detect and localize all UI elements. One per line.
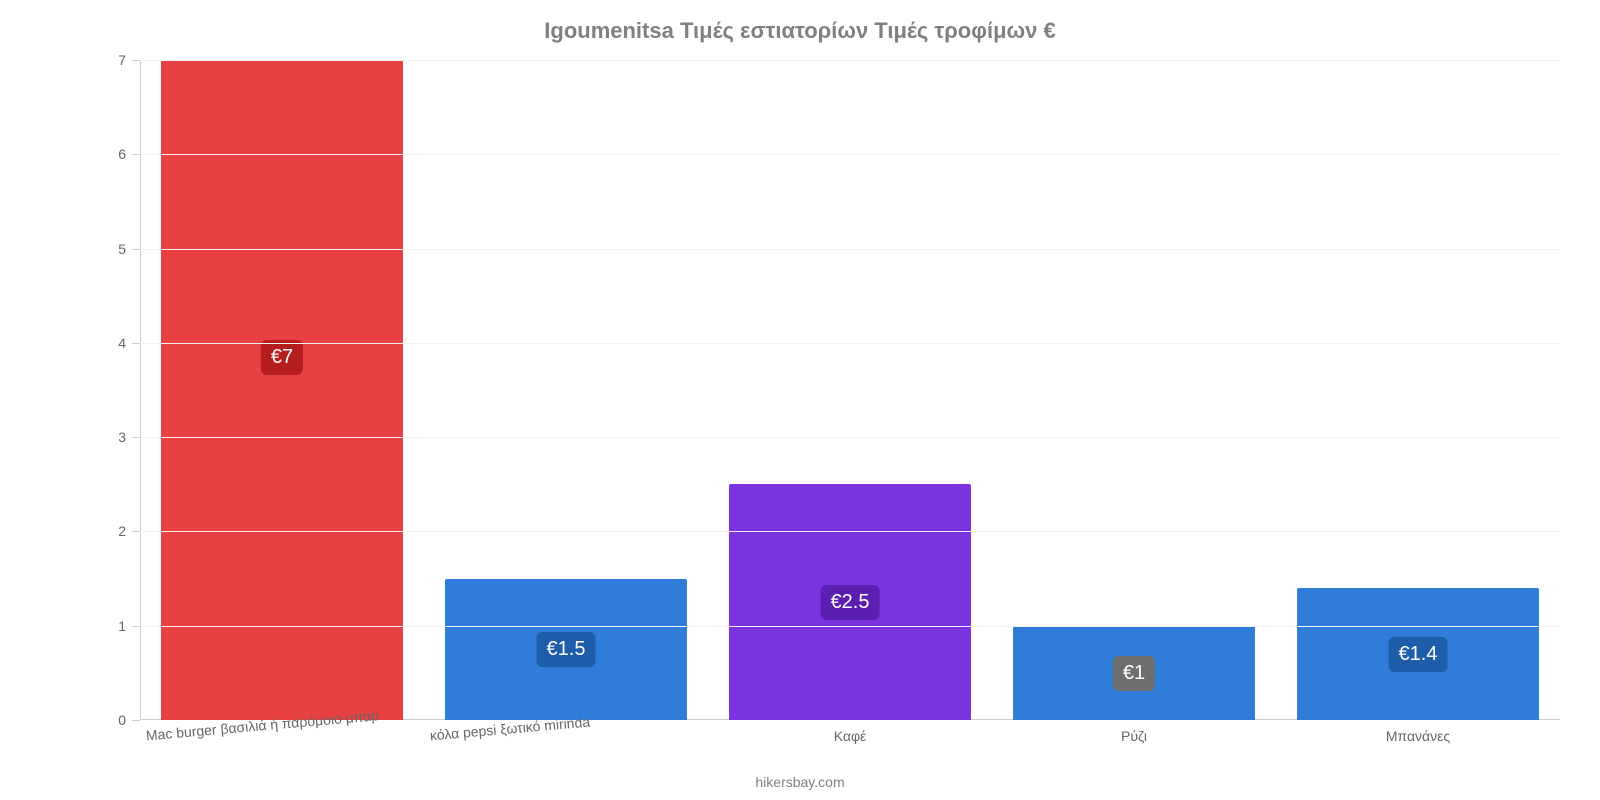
y-axis-label: 1 (118, 618, 126, 634)
y-tick (132, 437, 140, 438)
bar-slot: €1Ρύζι (992, 60, 1276, 720)
grid-line (140, 626, 1560, 627)
x-axis-label: Μπανάνες (1276, 728, 1560, 744)
y-tick (132, 626, 140, 627)
bar-slot: €1.5κόλα pepsi ξωτικό mirinda (424, 60, 708, 720)
y-tick (132, 343, 140, 344)
value-badge: €1.5 (537, 632, 596, 667)
chart-title: Igoumenitsa Τιμές εστιατορίων Τιμές τροφ… (0, 18, 1600, 44)
bar: €1.5 (445, 579, 686, 720)
grid-line (140, 249, 1560, 250)
bar: €2.5 (729, 484, 970, 720)
y-axis-label: 5 (118, 241, 126, 257)
y-tick (132, 60, 140, 61)
bar: €1 (1013, 626, 1254, 720)
chart-container: Igoumenitsa Τιμές εστιατορίων Τιμές τροφ… (0, 0, 1600, 800)
y-tick (132, 249, 140, 250)
credit-text: hikersbay.com (0, 774, 1600, 790)
bar-slot: €7Mac burger βασιλιά ή παρόμοιο μπαρ (140, 60, 424, 720)
y-tick (132, 531, 140, 532)
grid-line (140, 343, 1560, 344)
value-badge: €2.5 (821, 585, 880, 620)
y-axis-label: 4 (118, 335, 126, 351)
grid-line (140, 437, 1560, 438)
y-axis-label: 3 (118, 429, 126, 445)
y-axis-label: 2 (118, 523, 126, 539)
value-badge: €7 (261, 340, 303, 375)
value-badge: €1.4 (1389, 637, 1448, 672)
grid-line (140, 154, 1560, 155)
y-tick (132, 720, 140, 721)
y-tick (132, 154, 140, 155)
bar-slot: €2.5Καφέ (708, 60, 992, 720)
y-axis-label: 6 (118, 146, 126, 162)
y-axis-label: 0 (118, 712, 126, 728)
bar: €7 (161, 60, 402, 720)
grid-line (140, 60, 1560, 61)
x-axis-label: Καφέ (708, 728, 992, 744)
bar-slot: €1.4Μπανάνες (1276, 60, 1560, 720)
bars-group: €7Mac burger βασιλιά ή παρόμοιο μπαρ€1.5… (140, 60, 1560, 720)
value-badge: €1 (1113, 656, 1155, 691)
y-axis-label: 7 (118, 52, 126, 68)
bar: €1.4 (1297, 588, 1538, 720)
grid-line (140, 531, 1560, 532)
x-axis-label: Ρύζι (992, 728, 1276, 744)
plot-area: €7Mac burger βασιλιά ή παρόμοιο μπαρ€1.5… (140, 60, 1560, 720)
